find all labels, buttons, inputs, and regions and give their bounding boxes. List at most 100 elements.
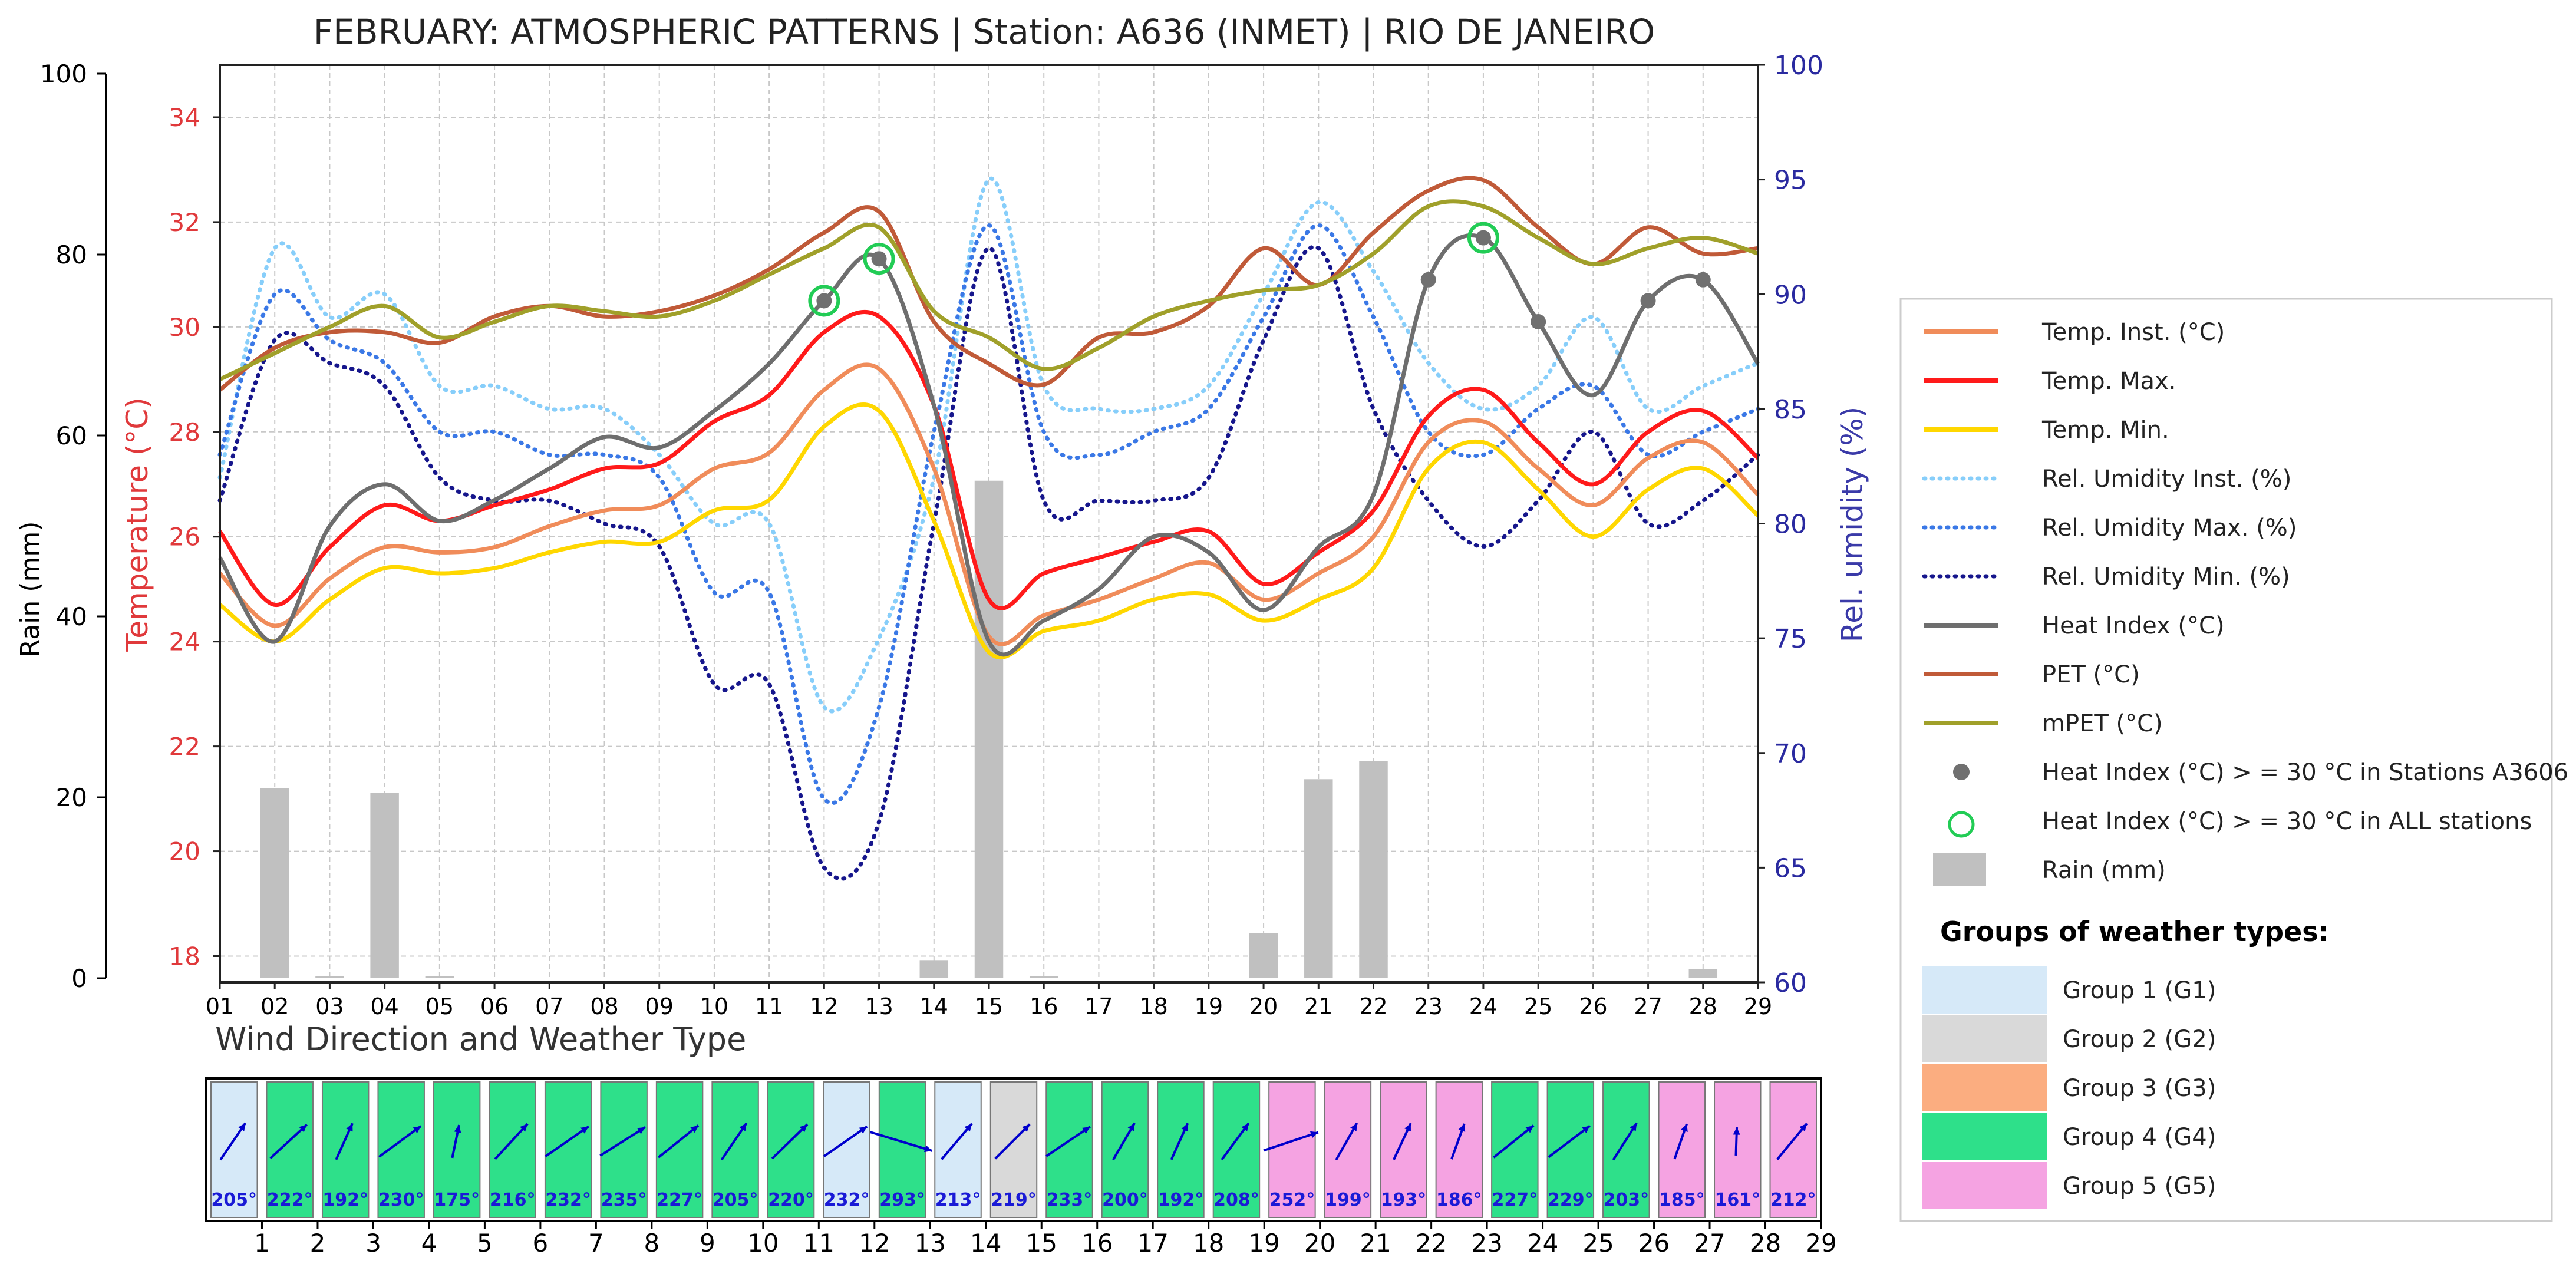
wind-cell: 185°	[1658, 1081, 1706, 1218]
weather-type-cell	[489, 1081, 536, 1218]
weather-type-cell	[266, 1081, 314, 1218]
legend-label: Rel. Umidity Max. (%)	[2042, 514, 2297, 542]
x-tick-label: 05	[426, 994, 454, 1019]
wind-arrow-head	[859, 1126, 868, 1134]
wind-cell: 200°	[1101, 1081, 1149, 1218]
x-tick-label: 15	[975, 994, 1003, 1019]
wind-cell: 222°	[266, 1081, 314, 1218]
weather-type-cell	[544, 1081, 592, 1218]
wind-axis-label: 23	[1471, 1229, 1502, 1258]
rain-bar	[315, 976, 344, 978]
wind-arrow-head	[520, 1124, 528, 1132]
wind-direction-label: 213°	[935, 1190, 981, 1210]
wind-arrow-head	[1681, 1124, 1688, 1133]
legend-label: mPET (°C)	[2042, 710, 2163, 737]
x-tick-label: 11	[755, 994, 783, 1019]
wind-direction-label: 227°	[1492, 1190, 1538, 1210]
wind-axis-label: 13	[915, 1229, 946, 1258]
legend-label: Temp. Inst. (°C)	[2041, 319, 2225, 346]
wind-direction-label: 192°	[322, 1190, 368, 1210]
x-tick-label: 28	[1689, 994, 1717, 1019]
wind-axis-label: 10	[747, 1229, 779, 1258]
wind-axis-label: 16	[1081, 1229, 1113, 1258]
wind-cell: 208°	[1212, 1081, 1261, 1218]
wind-axis-label: 4	[421, 1229, 437, 1258]
x-tick-label: 21	[1304, 994, 1332, 1019]
legend-entry: Rel. Umidity Min. (%)	[1922, 563, 2290, 590]
weather-type-cell	[767, 1081, 815, 1218]
wind-arrow-head	[923, 1145, 932, 1153]
heat-index-ring	[863, 243, 895, 275]
group-swatch	[1922, 1015, 2047, 1062]
wind-arrow	[869, 1131, 933, 1152]
rain-bars	[260, 480, 1718, 978]
wind-direction-label: 203°	[1603, 1190, 1649, 1210]
legend-label: Rel. Umidity Inst. (%)	[2042, 466, 2291, 493]
wind-arrow-head	[739, 1123, 747, 1131]
series-line	[219, 199, 1759, 381]
legend-label: Heat Index (°C)	[2042, 612, 2225, 639]
x-tick-label: 08	[590, 994, 618, 1019]
wind-direction-label: 212°	[1770, 1190, 1816, 1210]
wind-axis-label: 3	[365, 1229, 381, 1258]
wind-arrow-head	[1799, 1123, 1807, 1132]
weather-type-cell	[1101, 1081, 1149, 1218]
legend-label: Heat Index (°C) > = 30 °C in Stations A3…	[2042, 759, 2568, 786]
wind-axis-label: 17	[1137, 1229, 1168, 1258]
wind-arrow-head	[1525, 1125, 1534, 1133]
heat-index-ring	[1467, 222, 1499, 254]
wind-cell: 213°	[934, 1081, 982, 1218]
wind-arrow-head	[1241, 1123, 1249, 1131]
wind-axis-label: 22	[1416, 1229, 1447, 1258]
wind-section-title: Wind Direction and Weather Type	[215, 1021, 746, 1058]
temp-tick-label: 34	[169, 103, 200, 132]
wind-axis-label: 7	[588, 1229, 604, 1258]
legend-entry: Heat Index (°C) > = 30 °C in Stations A3…	[1953, 759, 2568, 786]
wind-cell: 205°	[210, 1081, 258, 1218]
rain-axis-label: Rain (mm)	[15, 522, 45, 658]
wind-cell: 186°	[1435, 1081, 1483, 1218]
legend-label: Heat Index (°C) > = 30 °C in ALL station…	[2042, 808, 2532, 835]
legend-swatch	[1948, 811, 1975, 838]
weather-type-cell	[989, 1081, 1038, 1218]
wind-cell: 212°	[1769, 1081, 1818, 1218]
wind-direction-label: 219°	[991, 1190, 1037, 1210]
wind-axis-label: 5	[477, 1229, 493, 1258]
weather-type-cell	[1602, 1081, 1650, 1218]
group-legend-entry: Group 3 (G3)	[1922, 1064, 2216, 1111]
x-tick-label: 14	[920, 994, 948, 1019]
legend-swatch	[1953, 764, 1970, 780]
x-tick-label: 13	[865, 994, 893, 1019]
wind-direction-label: 220°	[768, 1190, 814, 1210]
rh-tick-label: 80	[1774, 510, 1807, 540]
wind-direction-label: 232°	[545, 1190, 591, 1210]
wind-cell: 233°	[1045, 1081, 1093, 1218]
rh-axis-label: Rel. umidity (%)	[1835, 407, 1869, 642]
wind-arrow-head	[1181, 1123, 1188, 1132]
wind-axis-label: 25	[1582, 1229, 1614, 1258]
wind-cell: 220°	[767, 1081, 815, 1218]
wind-direction-label: 193°	[1381, 1190, 1427, 1210]
wind-arrow-head	[1081, 1126, 1090, 1134]
series-line	[218, 233, 1760, 657]
wind-arrow-head	[799, 1124, 807, 1133]
wind-arrow-head	[1582, 1126, 1590, 1133]
wind-cell: 161°	[1714, 1081, 1762, 1218]
wind-axis-label: 19	[1248, 1229, 1279, 1258]
wind-arrow-head	[1404, 1123, 1411, 1132]
heat-index-dot	[871, 251, 887, 267]
series-line	[218, 402, 1760, 659]
wind-cell: 205°	[711, 1081, 759, 1218]
wind-arrow	[599, 1126, 646, 1157]
rain-tick-label: 100	[40, 60, 87, 88]
x-tick-label: 22	[1359, 994, 1387, 1019]
rain-bar	[919, 960, 949, 978]
rain-tick-label: 40	[56, 602, 87, 631]
wind-cell: 216°	[489, 1081, 536, 1218]
x-tick-label: 16	[1030, 994, 1058, 1019]
wind-arrow-head	[1458, 1123, 1466, 1132]
legend-entry: Rain (mm)	[1933, 853, 2166, 886]
weather-type-cell	[934, 1081, 982, 1218]
wind-arrow	[378, 1125, 422, 1158]
wind-axis-label: 24	[1527, 1229, 1558, 1258]
